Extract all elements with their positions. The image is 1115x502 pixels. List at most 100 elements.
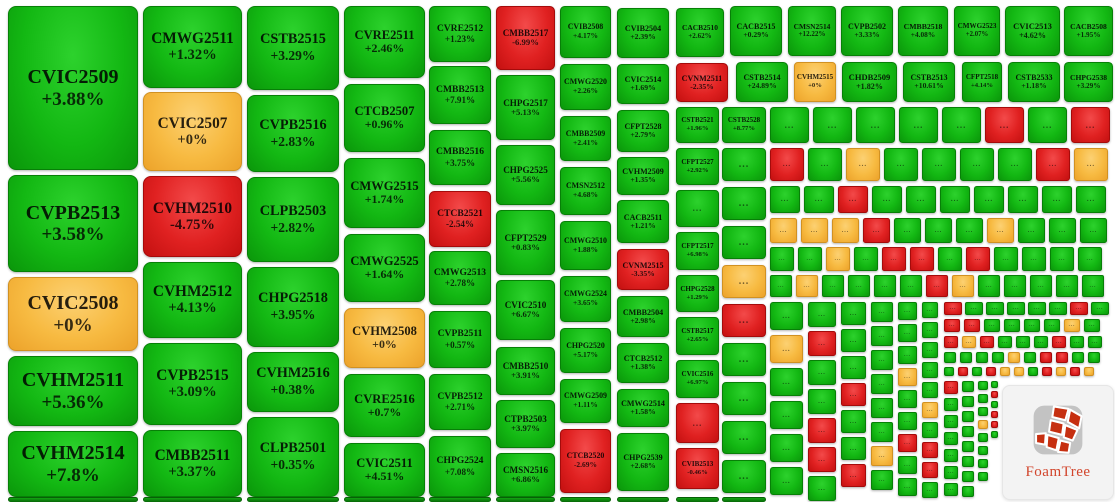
treemap-tile-more[interactable]: ... [925,218,952,243]
treemap-tile-more[interactable]: ... [1004,275,1026,297]
treemap-tile-more[interactable]: ... [856,107,895,143]
treemap-tile-CVNM2511[interactable]: CVNM2511 -2.35% [676,63,728,102]
treemap-tile-more[interactable]: ... [1036,148,1070,181]
treemap-tile-more[interactable]: ... [922,482,938,498]
treemap-tile-more[interactable]: ... [922,382,938,398]
treemap-tile-more[interactable]: ... [910,247,934,271]
treemap-tile-more[interactable]: ... [808,302,836,327]
treemap-tile-more[interactable] [978,446,988,455]
treemap-tile-more[interactable] [962,426,974,437]
treemap-tile-more[interactable]: ... [1070,336,1084,348]
treemap-tile-more[interactable]: ... [801,218,828,243]
treemap-tile-more[interactable]: ... [944,415,958,428]
treemap-tile-more[interactable]: ... [1049,302,1067,315]
treemap-tile-more[interactable]: ... [985,107,1024,143]
treemap-tile-more[interactable]: ... [922,148,956,181]
treemap-tile-more[interactable] [978,472,988,481]
treemap-tile-CSTB2515[interactable]: CSTB2515 +3.29% [247,6,339,90]
treemap-tile-CVIC2510[interactable]: CVIC2510 +6.67% [496,280,555,340]
treemap-tile-more[interactable]: ... [841,464,866,487]
treemap-tile-more[interactable]: ... [898,302,917,320]
treemap-tile-more[interactable]: ... [770,434,803,462]
treemap-tile-more[interactable] [991,431,998,438]
foamtree-attribution[interactable]: FoamTree [1002,385,1114,500]
treemap-tile-more[interactable]: ... [872,186,902,213]
treemap-tile-CVHM2509[interactable]: CVHM2509 +1.35% [617,157,669,195]
treemap-tile-CMBB2511[interactable]: CMBB2511 +3.37% [143,430,242,497]
treemap-tile-CVPB2516[interactable]: CVPB2516 +2.83% [247,95,339,172]
treemap-tile-more[interactable] [1024,352,1036,363]
treemap-tile-more[interactable]: ... [1050,247,1074,271]
treemap-tile-CVRE2511[interactable]: CVRE2511 +2.46% [344,6,425,78]
treemap-tile-more[interactable]: ... [871,470,893,490]
treemap-tile-more[interactable]: ... [722,148,766,181]
treemap-tile-more[interactable]: ... [841,329,866,352]
treemap-tile-more[interactable]: ... [1018,218,1045,243]
treemap-tile-CSTB2533[interactable]: CSTB2533 +1.18% [1008,62,1060,102]
treemap-tile-CVHM2516[interactable]: CVHM2516 +0.38% [247,352,339,412]
treemap-tile-more[interactable]: ... [944,398,958,411]
treemap-tile-more[interactable]: ... [722,460,766,493]
treemap-tile-more[interactable] [1042,367,1052,376]
treemap-tile-CVIC2509[interactable]: CVIC2509 +3.88% [8,6,138,170]
treemap-tile-more[interactable]: ... [942,107,981,143]
treemap-tile-more[interactable]: ... [770,186,800,213]
treemap-tile-more[interactable]: ... [899,107,938,143]
treemap-tile-more[interactable]: ... [798,247,822,271]
treemap-tile-CVPB2512[interactable]: CVPB2512 +2.71% [429,374,491,430]
treemap-tile-more[interactable] [978,381,988,390]
treemap-tile-more[interactable] [1088,352,1100,363]
treemap-tile-more[interactable]: ... [965,302,983,315]
treemap-tile-more[interactable]: ... [796,275,818,297]
treemap-tile-more[interactable]: ... [822,275,844,297]
treemap-tile-more[interactable]: ... [722,382,766,415]
treemap-tile-more[interactable]: ... [884,148,918,181]
treemap-tile-CMBB2517[interactable]: CMBB2517 -6.99% [496,6,555,70]
treemap-tile-CHPG2538[interactable]: CHPG2538 +3.29% [1064,62,1113,102]
treemap-tile-CVHM2514[interactable]: CVHM2514 +7.8% [8,431,138,497]
treemap-tile-more[interactable] [962,396,974,407]
treemap-tile-more[interactable]: ... [944,432,958,445]
treemap-tile-more[interactable]: ... [1070,302,1088,315]
treemap-tile-more[interactable]: ... [676,403,719,443]
treemap-tile-CHPG2517[interactable]: CHPG2517 +5.13% [496,75,555,140]
treemap-tile-CACB2515[interactable]: CACB2515 +0.29% [730,6,782,56]
treemap-tile-CHPG2520[interactable]: CHPG2520 +5.17% [560,328,611,373]
treemap-tile-more[interactable]: ... [944,319,960,332]
treemap-tile-CVHM2510[interactable]: CVHM2510 -4.75% [143,176,242,257]
treemap-tile-more[interactable] [1056,352,1068,363]
treemap-tile-more[interactable]: ... [722,343,766,376]
treemap-tile-more[interactable]: ... [944,483,958,496]
treemap-tile-more[interactable] [1014,367,1024,376]
treemap-tile-more[interactable]: ... [952,275,974,297]
treemap-tile-more[interactable]: ... [1024,319,1040,332]
treemap-tile-more[interactable]: ... [894,218,921,243]
treemap-tile-more[interactable]: ... [1016,336,1030,348]
treemap-tile-more[interactable]: ... [1007,302,1025,315]
treemap-tile-more[interactable]: ... [998,336,1012,348]
treemap-tile-more[interactable]: ... [1091,302,1109,315]
treemap-tile-more[interactable]: ... [770,335,803,363]
treemap-tile-CHPG2539[interactable]: CHPG2539 +2.68% [617,433,669,491]
treemap-tile-CHPG2518[interactable]: CHPG2518 +3.95% [247,267,339,347]
treemap-tile-more[interactable] [991,381,998,388]
treemap-tile-more[interactable] [991,401,998,408]
treemap-tile-more[interactable]: ... [944,302,962,315]
treemap-tile-more[interactable]: ... [978,275,1000,297]
treemap-tile-more[interactable] [991,391,998,398]
treemap-tile-more[interactable] [1000,367,1010,376]
treemap-tile-CLPB2501[interactable]: CLPB2501 +0.35% [247,417,339,497]
treemap-tile-more[interactable] [991,411,998,418]
treemap-tile-more[interactable]: ... [841,437,866,460]
treemap-tile-more[interactable] [962,471,974,482]
treemap-tile-CACB2511[interactable]: CACB2511 +1.21% [617,200,669,243]
treemap-tile-more[interactable]: ... [898,478,917,496]
treemap-tile-CMSN2514[interactable]: CMSN2514 +12.22% [788,6,836,56]
treemap-tile-CVIB2513[interactable]: CVIB2513 -0.46% [676,448,719,489]
treemap-tile-CMWG2513[interactable]: CMWG2513 +2.78% [429,251,491,305]
treemap-tile-more[interactable]: ... [994,247,1018,271]
treemap-tile-more[interactable]: ... [826,247,850,271]
treemap-tile-more[interactable]: ... [962,336,976,348]
treemap-tile-more[interactable]: ... [944,449,958,462]
treemap-tile-CVPB2511[interactable]: CVPB2511 +0.57% [429,311,491,368]
